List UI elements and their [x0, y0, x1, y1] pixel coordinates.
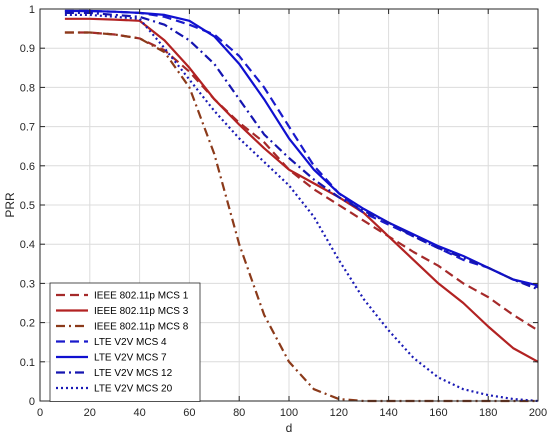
legend-label: IEEE 802.11p MCS 8 — [94, 322, 189, 333]
y-tick-label: 1 — [29, 4, 35, 16]
x-tick-label: 40 — [133, 407, 145, 419]
x-tick-label: 60 — [183, 407, 195, 419]
x-tick-label: 120 — [330, 407, 348, 419]
series-line-7 — [64, 13, 539, 403]
ticks: 0 20 40 60 80 100 120 140 160 180 200 0 0.1 0.2 0.3 0.4… — [20, 4, 547, 419]
series-line-6 — [64, 11, 539, 291]
legend: IEEE 802.11p MCS 1 IEEE 802.11p MCS 3 IEEE… — [49, 282, 201, 402]
series-line-1 — [64, 31, 539, 332]
y-axis-label: PRR — [3, 192, 17, 218]
legend-label: LTE V2V MCS 7 — [94, 353, 167, 364]
legend-label: LTE V2V MCS 12 — [94, 368, 173, 379]
x-tick-label: 20 — [84, 407, 96, 419]
y-tick-label: 0.5 — [20, 200, 35, 212]
grid — [40, 9, 538, 401]
x-tick-label: 0 — [37, 407, 43, 419]
series-lines — [64, 9, 539, 403]
y-tick-label: 0 — [29, 396, 35, 408]
legend-label: IEEE 802.11p MCS 3 — [94, 306, 189, 317]
series-line-5 — [64, 9, 539, 287]
x-tick-label: 140 — [379, 407, 397, 419]
y-tick-label: 0.4 — [20, 239, 35, 251]
y-tick-label: 0.2 — [20, 318, 35, 330]
x-tick-label: 200 — [529, 407, 547, 419]
y-tick-label: 0.1 — [20, 357, 35, 369]
legend-label: LTE V2V MCS 20 — [94, 384, 173, 395]
x-tick-label: 180 — [479, 407, 497, 419]
legend-label: LTE V2V MCS 4 — [94, 337, 167, 348]
y-tick-label: 0.7 — [20, 122, 35, 134]
legend-label: IEEE 802.11p MCS 1 — [94, 291, 189, 302]
series-line-3 — [64, 31, 538, 403]
x-tick-label: 80 — [233, 407, 245, 419]
y-tick-label: 0.9 — [20, 43, 35, 55]
y-tick-label: 0.3 — [20, 278, 35, 290]
x-tick-label: 100 — [280, 407, 298, 419]
x-tick-label: 160 — [429, 407, 447, 419]
y-tick-label: 0.8 — [20, 82, 35, 94]
x-axis-label: d — [286, 421, 293, 435]
y-tick-label: 0.6 — [20, 161, 35, 173]
